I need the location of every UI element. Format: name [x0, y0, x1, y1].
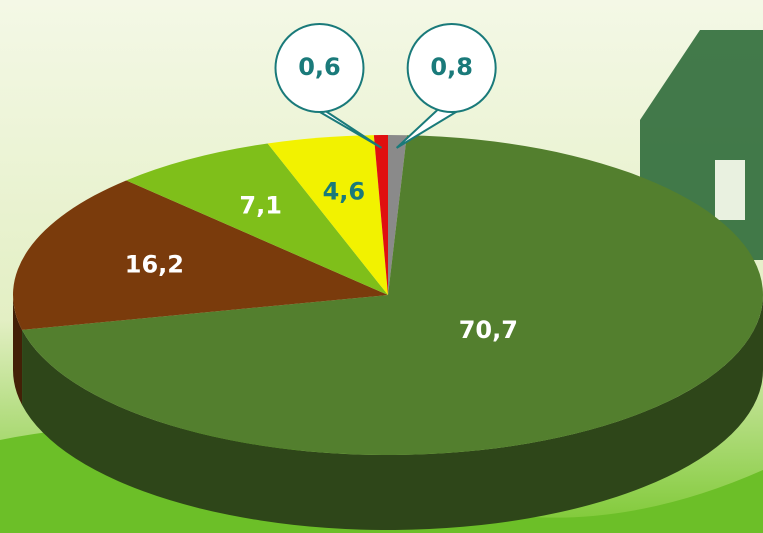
data-label: 7,1	[239, 191, 282, 219]
window-decoration	[715, 160, 745, 220]
data-label: 16,2	[125, 250, 184, 278]
data-label: 0,6	[298, 53, 341, 81]
data-label: 0,8	[430, 53, 473, 81]
chart: 0,8 70,7 16,2 7,1 4,6 0,6	[0, 0, 763, 533]
data-label: 70,7	[459, 316, 518, 344]
data-label: 4,6	[323, 178, 366, 206]
